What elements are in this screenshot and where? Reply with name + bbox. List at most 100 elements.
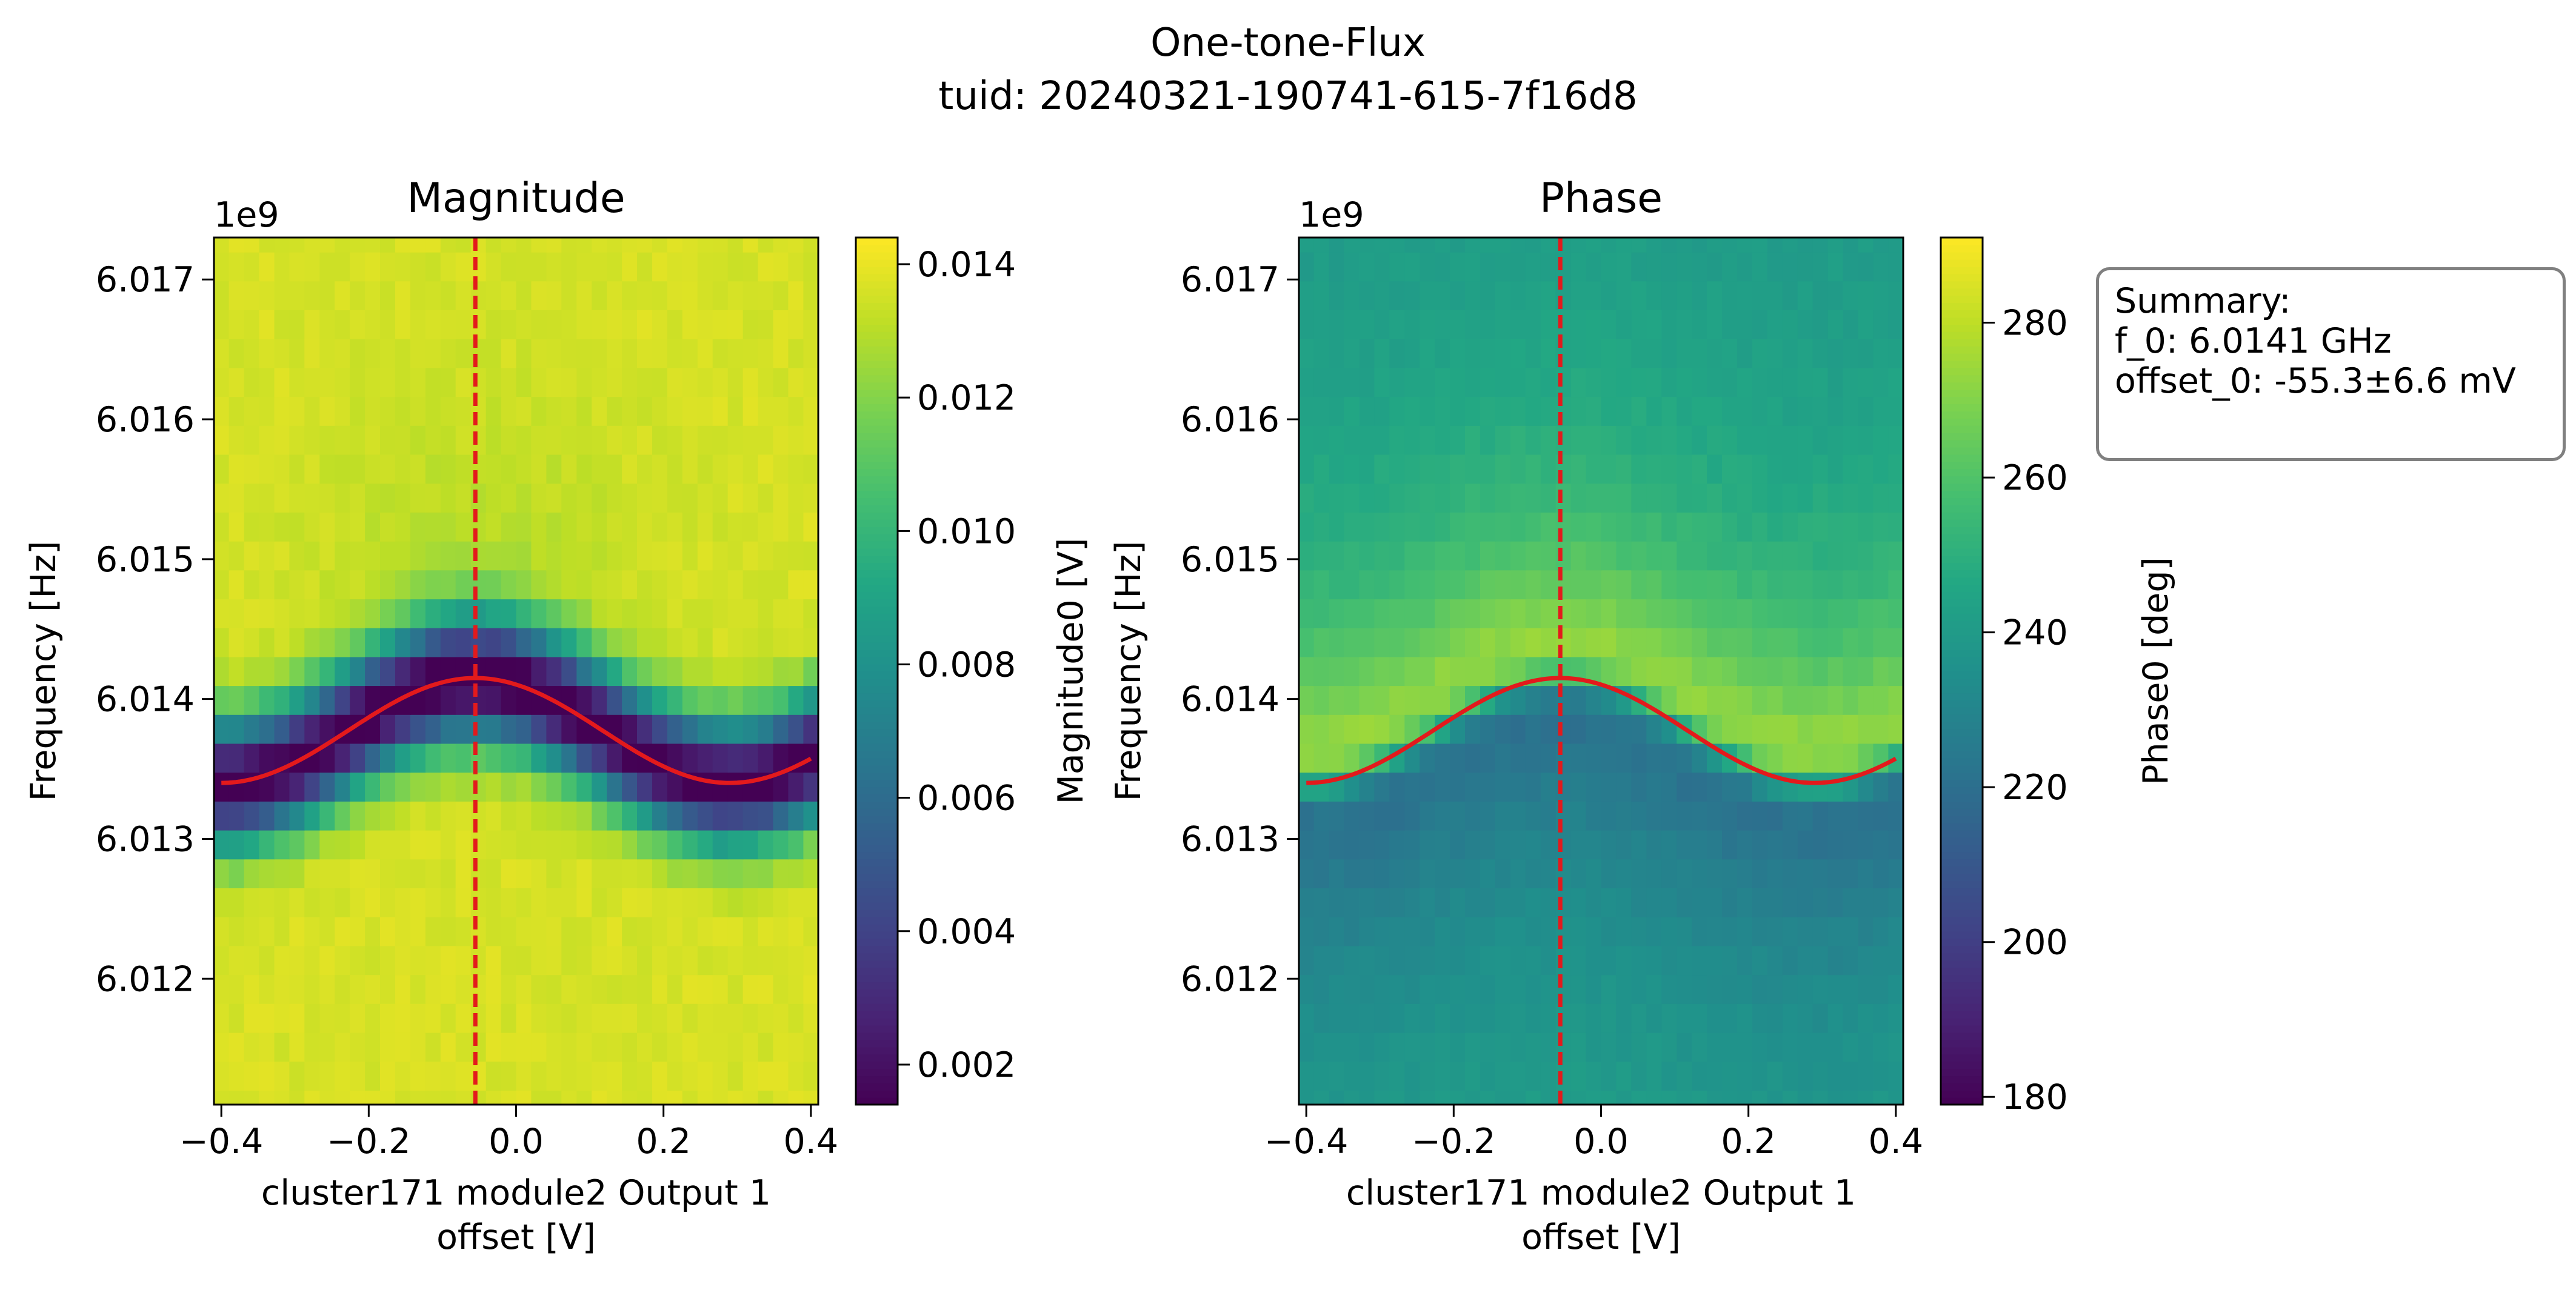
y-tick-label: 6.012: [1181, 959, 1280, 999]
heatmap-cell: [274, 425, 290, 455]
heatmap-cell: [1888, 310, 1904, 339]
heatmap-cell: [1752, 888, 1768, 917]
heatmap-cell: [1586, 281, 1602, 310]
heatmap-cell: [229, 1003, 245, 1033]
heatmap-cell: [1404, 512, 1420, 542]
heatmap-cell: [1540, 281, 1557, 310]
heatmap-cell: [1661, 540, 1677, 571]
heatmap-cell: [455, 367, 472, 397]
heatmap-cell: [1767, 1061, 1783, 1091]
heatmap-cell: [607, 888, 622, 917]
heatmap-cell: [1510, 483, 1526, 513]
heatmap-cell: [1646, 454, 1662, 484]
heatmap-cell: [470, 338, 487, 368]
heatmap-cell: [1661, 396, 1677, 426]
heatmap-cell: [1888, 830, 1904, 860]
heatmap-cell: [773, 685, 789, 715]
heatmap-cell: [516, 1061, 532, 1091]
heatmap-cell: [1570, 888, 1587, 917]
heatmap-cell: [440, 888, 456, 917]
colorbar-swatch: [1941, 1025, 1983, 1033]
heatmap-cell: [1389, 310, 1405, 339]
heatmap-cell: [1812, 281, 1829, 310]
colorbar-swatch: [1941, 1090, 1983, 1098]
heatmap-cell: [1540, 685, 1557, 715]
heatmap-cell: [622, 1090, 638, 1105]
heatmap-cell: [1692, 540, 1707, 571]
heatmap-cell: [788, 830, 804, 860]
heatmap-cell: [289, 1032, 305, 1062]
heatmap-cell: [712, 714, 729, 744]
heatmap-cell: [1299, 281, 1315, 310]
summary-f0: f_0: 6.0141 GHz: [2115, 321, 2392, 361]
heatmap-cell: [697, 628, 713, 657]
heatmap-cell: [335, 974, 350, 1004]
colorbar-swatch: [856, 931, 898, 939]
heatmap-cell: [501, 454, 517, 484]
heatmap-cell: [1570, 367, 1587, 397]
heatmap-cell: [244, 570, 260, 600]
heatmap-cell: [1389, 570, 1405, 600]
heatmap-cell: [1646, 238, 1662, 253]
colorbar-swatch: [1941, 837, 1983, 845]
colorbar-swatch: [1941, 317, 1983, 325]
heatmap-cell: [1677, 512, 1692, 542]
heatmap-cell: [1707, 656, 1723, 687]
heatmap-cell: [1525, 945, 1541, 976]
heatmap-cell: [1299, 251, 1315, 282]
heatmap-cell: [1827, 801, 1844, 831]
heatmap-cell: [1299, 916, 1315, 946]
heatmap-cell: [592, 916, 607, 946]
colorbar-swatch: [1941, 649, 1983, 657]
heatmap-cell: [410, 743, 426, 773]
heatmap-cell: [259, 512, 275, 542]
colorbar-swatch: [856, 533, 898, 542]
heatmap-cell: [1313, 743, 1330, 773]
heatmap-cell: [1661, 743, 1677, 773]
heatmap-cell: [788, 396, 804, 426]
heatmap-cell: [1858, 772, 1874, 802]
heatmap-cell: [395, 338, 411, 368]
heatmap-cell: [1480, 238, 1496, 253]
heatmap-cell: [622, 656, 638, 687]
heatmap-cell: [259, 830, 275, 860]
heatmap-cell: [1389, 628, 1405, 657]
heatmap-cell: [1525, 1032, 1541, 1062]
heatmap-cell: [1873, 238, 1889, 253]
colorbar-swatch: [856, 974, 898, 983]
heatmap-cell: [516, 281, 532, 310]
heatmap-cell: [1737, 1003, 1753, 1033]
colorbar-swatch: [856, 938, 898, 946]
heatmap-cell: [1827, 454, 1844, 484]
heatmap-cell: [229, 628, 245, 657]
colorbar-swatch: [856, 439, 898, 448]
heatmap-cell: [712, 830, 729, 860]
colorbar-swatch: [1941, 302, 1983, 311]
colorbar-swatch: [856, 620, 898, 628]
colorbar-swatch: [1941, 613, 1983, 621]
heatmap-cell: [1329, 425, 1345, 455]
heatmap-cell: [652, 425, 668, 455]
heatmap-cell: [1359, 830, 1375, 860]
heatmap-cell: [1555, 483, 1572, 513]
heatmap-cell: [1737, 396, 1753, 426]
heatmap-cell: [637, 974, 653, 1004]
heatmap-cell: [1404, 772, 1420, 802]
heatmap-cell: [637, 338, 653, 368]
heatmap-cell: [214, 1090, 230, 1105]
colorbar-swatch: [856, 591, 898, 600]
heatmap-cell: [773, 483, 789, 513]
heatmap-cell: [1631, 1090, 1647, 1105]
heatmap-cell: [365, 916, 381, 946]
heatmap-cell: [1782, 859, 1798, 888]
heatmap-cell: [1555, 859, 1572, 888]
heatmap-cell: [1677, 1003, 1692, 1033]
heatmap-cell: [1495, 570, 1511, 600]
heatmap-cell: [229, 599, 245, 628]
colorbar-swatch: [1941, 801, 1983, 809]
heatmap-cell: [380, 310, 396, 339]
heatmap-cell: [1389, 830, 1405, 860]
colorbar-swatch: [856, 1076, 898, 1084]
heatmap-cell: [803, 425, 819, 455]
heatmap-cell: [289, 888, 305, 917]
